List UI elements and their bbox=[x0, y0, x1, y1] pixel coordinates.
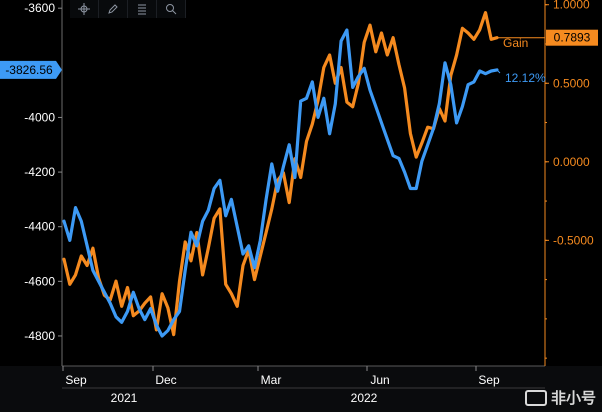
chart-toolbar bbox=[70, 0, 186, 18]
x-tick-label: Sep bbox=[478, 373, 500, 387]
time-axis-panel bbox=[0, 365, 602, 412]
list-icon[interactable] bbox=[128, 0, 157, 18]
right-tick-label: 0.0000 bbox=[553, 155, 590, 169]
series-layer bbox=[62, 11, 499, 338]
search-icon[interactable] bbox=[157, 0, 186, 18]
left-tick-label: -4400 bbox=[24, 220, 55, 234]
left-tick-label: -3600 bbox=[24, 1, 55, 15]
left-axis-value-box bbox=[0, 60, 62, 79]
left-tick-label: -4000 bbox=[24, 110, 55, 124]
left-tick-label: -4200 bbox=[24, 165, 55, 179]
watermark: 非小号 bbox=[524, 387, 596, 408]
gain-series-name: Gain bbox=[503, 36, 528, 50]
pencil-icon[interactable] bbox=[99, 0, 128, 18]
left-axis-value-label: -3826.56 bbox=[5, 63, 53, 77]
x-year-label: 2021 bbox=[111, 391, 138, 405]
x-axis-ticks: Sep Dec Mar Jun Sep 2021 2022 bbox=[62, 366, 500, 405]
x-tick-label: Mar bbox=[261, 373, 282, 387]
right-tick-label: 0.5000 bbox=[553, 76, 590, 90]
x-year-label: 2022 bbox=[351, 391, 378, 405]
blue-leader-line bbox=[496, 69, 501, 74]
x-tick-label: Dec bbox=[155, 373, 176, 387]
x-tick-label: Sep bbox=[65, 373, 87, 387]
blue-value-label: 12.12% bbox=[505, 71, 546, 85]
gain-value-box bbox=[546, 29, 598, 46]
gain-value-label: 0.7893 bbox=[554, 31, 591, 45]
crosshair-icon[interactable] bbox=[70, 0, 99, 18]
right-tick-label: -0.5000 bbox=[553, 233, 594, 247]
watermark-logo-icon bbox=[524, 389, 547, 406]
watermark-text: 非小号 bbox=[550, 389, 596, 407]
right-axis-ticks: 1.0000 0.5000 0.0000 -0.5000 bbox=[545, 0, 594, 359]
left-axis-ticks: -3600 -4000 -4200 -4400 -4600 -4800 bbox=[24, 1, 62, 343]
x-tick-label: Jun bbox=[370, 373, 389, 387]
value-labels: Gain 0.7893 12.12% -3826.56 bbox=[0, 29, 598, 85]
series-line-index bbox=[62, 28, 499, 338]
left-tick-label: -4800 bbox=[24, 329, 55, 343]
left-tick-label: -4600 bbox=[24, 274, 55, 288]
right-tick-label: 1.0000 bbox=[553, 0, 590, 12]
